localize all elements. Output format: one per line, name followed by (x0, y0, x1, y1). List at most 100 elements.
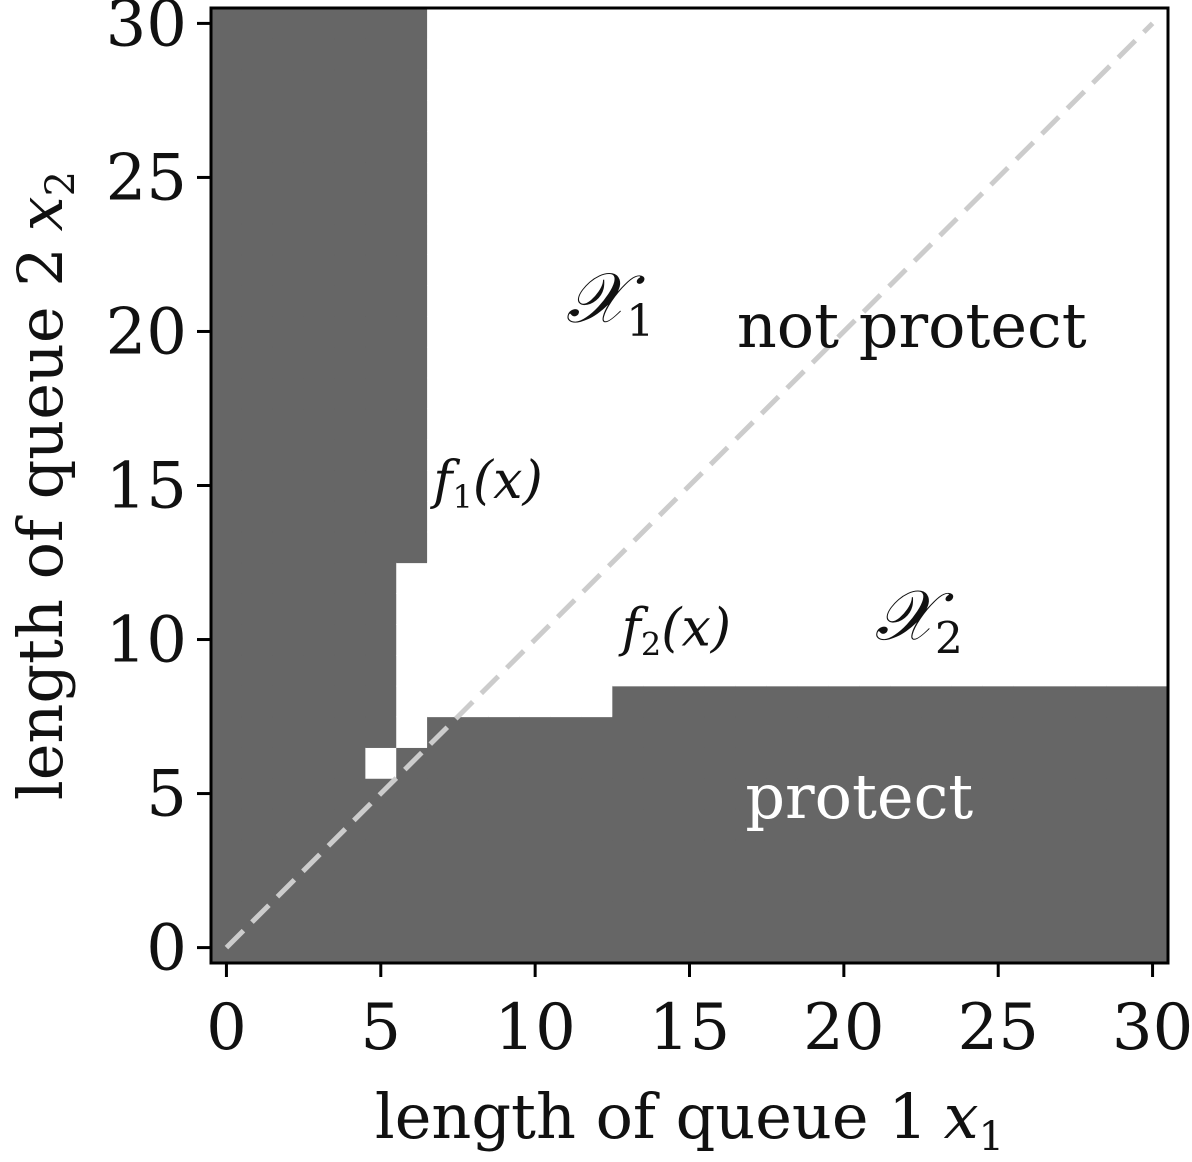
cell-protect (766, 870, 799, 902)
cell-protect (921, 901, 953, 933)
cell-not-protect (1013, 192, 1046, 225)
not-protect-label: not protect (737, 289, 1087, 362)
cell-protect (859, 839, 891, 872)
cell-protect (1106, 870, 1138, 902)
cell-protect (612, 901, 644, 933)
cell-not-protect (890, 377, 922, 410)
cell-protect (211, 162, 243, 194)
cell-protect (303, 38, 336, 71)
cell-not-protect (704, 131, 737, 163)
cell-protect (766, 901, 799, 933)
cell-not-protect (1137, 162, 1169, 194)
cell-not-protect (581, 8, 613, 40)
cell-protect (1075, 685, 1107, 718)
cell-not-protect (1137, 8, 1169, 40)
cell-not-protect (859, 562, 891, 594)
cell-protect (550, 839, 583, 872)
cell-not-protect (550, 408, 583, 440)
cell-not-protect (488, 285, 521, 317)
cell-not-protect (643, 192, 675, 225)
cell-protect (951, 932, 984, 964)
cell-protect (303, 654, 336, 687)
cell-protect (241, 192, 274, 225)
cell-not-protect (643, 654, 675, 687)
cell-not-protect (766, 162, 799, 194)
cell-not-protect (488, 531, 521, 564)
cell-protect (951, 839, 984, 872)
cell-not-protect (427, 685, 459, 718)
cell-not-protect (1106, 593, 1138, 625)
cell-not-protect (488, 593, 521, 625)
cell-not-protect (674, 254, 706, 286)
cell-protect (766, 778, 799, 810)
cell-not-protect (797, 408, 830, 440)
cell-not-protect (427, 377, 459, 410)
cell-protect (457, 808, 490, 841)
cell-not-protect (828, 531, 860, 564)
cell-protect (1075, 716, 1107, 748)
cell-protect (365, 131, 397, 163)
cell-not-protect (427, 8, 459, 40)
cell-protect (951, 685, 984, 718)
cell-protect (427, 778, 459, 810)
cell-protect (1013, 716, 1046, 748)
cell-not-protect (581, 408, 613, 440)
cell-protect (396, 500, 428, 533)
cell-not-protect (457, 8, 490, 40)
cell-protect (396, 531, 428, 564)
cell-protect (211, 562, 243, 594)
cell-not-protect (1106, 470, 1138, 502)
cell-protect (735, 747, 768, 779)
cell-not-protect (457, 593, 490, 625)
cell-not-protect (488, 223, 521, 256)
cell-not-protect (828, 377, 860, 410)
cell-not-protect (735, 316, 768, 348)
cell-protect (921, 808, 953, 841)
cell-not-protect (612, 69, 644, 102)
cell-protect (211, 316, 243, 348)
cell-not-protect (550, 316, 583, 348)
cell-not-protect (859, 254, 891, 286)
cell-protect (303, 439, 336, 471)
cell-not-protect (1013, 8, 1046, 40)
cell-not-protect (982, 223, 1015, 256)
cell-protect (859, 778, 891, 810)
cell-protect (859, 808, 891, 841)
cell-not-protect (550, 131, 583, 163)
cell-protect (674, 778, 706, 810)
cell-protect (396, 100, 428, 132)
cell-protect (1013, 839, 1046, 872)
cell-not-protect (519, 500, 552, 533)
cell-not-protect (488, 254, 521, 286)
cell-protect (1106, 685, 1138, 718)
cell-not-protect (643, 131, 675, 163)
heatmap-cells (211, 8, 1169, 964)
cell-protect (704, 901, 737, 933)
cell-protect (890, 685, 922, 718)
cell-protect (241, 316, 274, 348)
cell-not-protect (1013, 162, 1046, 194)
cell-protect (643, 901, 675, 933)
cell-protect (550, 932, 583, 964)
cell-not-protect (951, 654, 984, 687)
cell-protect (211, 747, 243, 779)
cell-protect (1137, 870, 1169, 902)
cell-protect (365, 685, 397, 718)
cell-protect (303, 808, 336, 841)
cell-protect (241, 808, 274, 841)
cell-protect (766, 932, 799, 964)
cell-protect (735, 901, 768, 933)
cell-protect (982, 716, 1015, 748)
cell-protect (828, 932, 860, 964)
cell-not-protect (550, 500, 583, 533)
cell-protect (303, 254, 336, 286)
cell-protect (303, 593, 336, 625)
cell-protect (457, 932, 490, 964)
cell-not-protect (519, 562, 552, 594)
cell-not-protect (921, 285, 953, 317)
cell-not-protect (704, 377, 737, 410)
cell-protect (704, 839, 737, 872)
cell-not-protect (890, 593, 922, 625)
cell-not-protect (612, 377, 644, 410)
cell-not-protect (797, 500, 830, 533)
